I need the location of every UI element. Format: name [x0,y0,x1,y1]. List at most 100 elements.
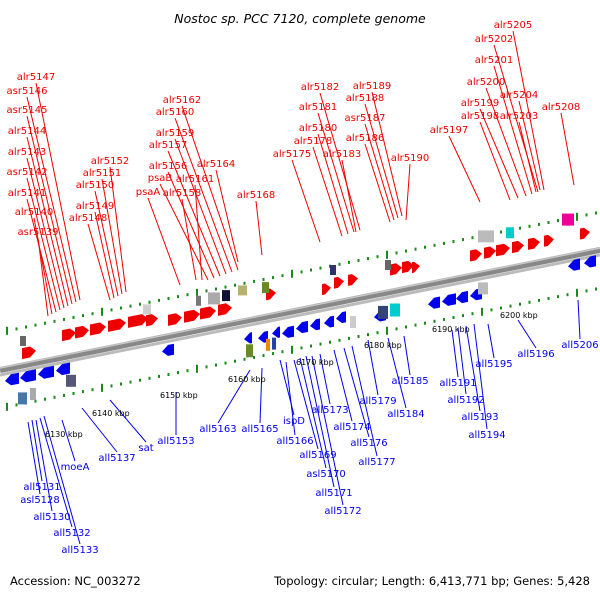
tick-mark [557,219,559,223]
tick-mark [120,382,122,386]
forward-leader-line [312,146,343,237]
tick-mark [376,255,379,259]
tick-mark [262,278,265,281]
reverse-gene-arrow [324,315,334,328]
tick-mark [424,245,426,249]
feature-box [222,290,230,302]
forward-gene-label: alr5188 [346,93,384,104]
forward-gene-label: alr5204 [500,90,538,101]
reverse-gene-arrow [162,343,174,356]
tick-mark [357,335,360,338]
reverse-leader-line [457,327,467,395]
tick-mark [585,213,588,217]
reverse-leader-line [465,325,481,412]
reverse-gene-label: all5174 [333,422,370,433]
tick-mark [300,270,303,274]
tick-mark [367,257,369,261]
forward-gene-label: alr5140 [15,207,53,218]
forward-gene-arrow [90,322,106,336]
forward-gene-label: alr5141 [8,188,46,199]
feature-box [262,282,269,294]
tick-mark [500,230,502,234]
label-leaders [26,30,581,545]
forward-gene-arrow [62,328,76,342]
forward-gene-label: alr5181 [299,102,337,113]
reverse-gene-arrow [38,365,54,379]
reverse-gene-label: all5196 [517,349,554,360]
forward-gene-arrow [75,325,89,339]
forward-leader-line [167,150,221,277]
reverse-gene-label: all5169 [299,450,336,461]
forward-gene-arrow [128,314,148,328]
tick-mark [91,388,94,392]
tick-mark [471,312,474,316]
map-title: Nostoc sp. PCC 7120, complete genome [174,11,426,26]
forward-leader-line [319,92,361,231]
tick-mark [139,378,141,382]
tick-mark [547,297,550,300]
reverse-leader-line [259,367,263,424]
tick-mark [110,384,113,388]
reverse-gene-arrow [282,325,294,338]
forward-leader-line [167,171,215,279]
tick-mark [148,300,151,304]
scale-label: 6200 kbp [500,311,538,320]
tick-mark [300,346,303,350]
tick-mark [167,373,170,376]
tick-mark [91,312,94,316]
tick-mark [53,319,56,323]
tick-mark [177,295,179,299]
tick-mark [319,342,322,346]
reverse-leader-line [387,337,407,409]
forward-leader-line [26,177,61,311]
tick-mark [405,249,407,253]
forward-leader-line [194,184,203,281]
reverse-leader-line [351,345,378,457]
reverse-gene-label: all5137 [98,453,135,464]
forward-gene-arrow [544,234,554,247]
tick-mark [509,304,512,308]
tick-mark [338,338,341,342]
tick-mark [139,302,141,306]
forward-gene-label: alr5175 [273,149,311,160]
forward-leader-line [26,96,77,303]
gene-labels: alr5147 asr5146 asr5145 alr5144 alr5143 asr51… [7,20,599,556]
forward-gene-arrow [348,274,358,286]
tick-mark [120,306,122,310]
reverse-leader-line [367,339,379,396]
scale-label: 6160 kbp [228,375,266,384]
forward-gene-arrow [512,240,524,254]
genome-backbone [0,247,600,377]
feature-box [385,260,391,270]
tick-mark [158,374,160,378]
tick-mark [234,283,236,287]
reverse-gene-label: all5184 [387,409,424,420]
forward-leader-line [405,163,411,221]
forward-gene-label: alr5189 [353,81,391,92]
backbone-shadow [0,253,600,377]
reverse-gene-label: all5130 [33,512,70,523]
tick-mark [72,316,75,319]
reverse-gene-label: all5132 [53,528,90,539]
tick-mark [452,240,455,243]
tick-mark [443,241,445,245]
forward-gene-label: alr5147 [17,72,55,83]
reverse-gene-label: asl5128 [20,495,60,506]
reverse-gene-label: all5179 [359,396,396,407]
reverse-leader-line [39,417,73,528]
forward-gene-arrow [322,283,331,296]
forward-gene-label: alr5150 [76,180,114,191]
tick-mark [576,288,578,297]
tick-mark [291,269,293,278]
tick-mark [566,293,569,297]
reverse-leader-line [487,323,495,359]
forward-gene-label: asr5145 [7,105,48,116]
backbone-highlight [0,247,600,369]
reverse-gene-label: all5171 [315,488,352,499]
tick-mark [462,238,464,242]
forward-leader-line [518,100,541,191]
reverse-gene-label: all5166 [276,436,313,447]
forward-gene-arrow [168,313,182,326]
reverse-gene-arrow [442,293,456,306]
tick-mark [443,317,445,321]
